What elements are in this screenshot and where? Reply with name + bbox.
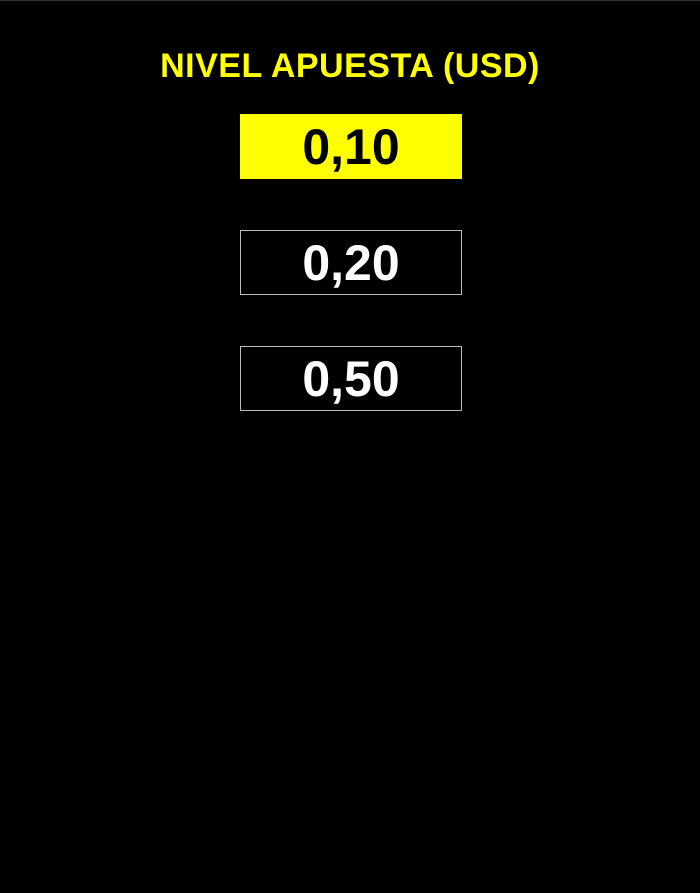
bet-option[interactable]: 0,50	[240, 346, 462, 411]
bet-option[interactable]: 0,10	[240, 114, 462, 179]
panel-title: NIVEL APUESTA (USD)	[160, 47, 540, 85]
bet-option[interactable]: 0,20	[240, 230, 462, 295]
